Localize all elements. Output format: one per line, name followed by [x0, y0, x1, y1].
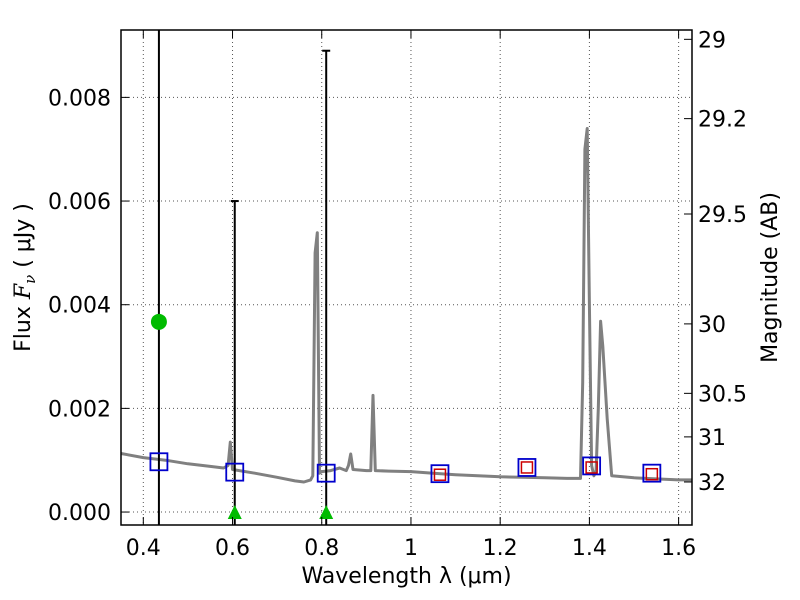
y2-tick-label: 29 [698, 28, 726, 53]
y2-tick-label: 29.5 [698, 203, 747, 228]
model-band-flux-marker [225, 462, 245, 482]
x-tick-label: 1.6 [661, 536, 696, 561]
model-spectrum-line [120, 127, 692, 484]
model-band-flux-marker [642, 463, 662, 483]
x-tick-label: 0.6 [215, 536, 250, 561]
y-axis-label: Flux Fν ( μJy ) [11, 203, 39, 352]
observed-flux-marker [520, 461, 534, 474]
observed-flux-marker [585, 461, 598, 474]
y2-tick-label: 30 [698, 313, 726, 338]
y2-axis-label: Magnitude (AB) [758, 192, 783, 363]
model-band-flux-marker [582, 456, 602, 476]
model-band-flux-marker [430, 464, 450, 484]
y2-tick-label: 32 [698, 471, 726, 496]
model-band-flux-marker [517, 458, 537, 477]
errorbar-layer [157, 30, 331, 525]
model-spectrum-layer [120, 127, 692, 484]
model-band-flux-marker [149, 452, 169, 472]
observed-flux-marker [433, 468, 447, 481]
x-tick-label: 1 [404, 536, 418, 561]
x-tick-label: 1.2 [483, 536, 518, 561]
y2-tick-label: 30.5 [698, 382, 747, 407]
marker-layer [149, 313, 662, 520]
y-tick-label: 0.006 [48, 190, 111, 215]
upper-limit-marker [319, 505, 334, 520]
y-axis-label-text: Flux [11, 299, 36, 352]
x-tick-label: 0.8 [304, 536, 339, 561]
x-axis-label: Wavelength λ (μm) [301, 564, 511, 589]
y-tick-label: 0.002 [48, 397, 111, 422]
x-tick-label: 0.4 [126, 536, 161, 561]
y2-tick-label: 29.2 [698, 108, 747, 133]
detection-point [150, 313, 167, 330]
y-axis-label-symbol: F [11, 283, 36, 300]
observed-flux-marker [645, 467, 659, 481]
x-tick-label: 1.4 [572, 536, 607, 561]
tick-layer: 0.4 0.6 0.8 1 1.2 1.4 1.6 0.000 0.002 0.004 0.006 0… [48, 28, 747, 561]
y-tick-label: 0.004 [48, 294, 111, 319]
y-tick-label: 0.008 [48, 86, 111, 111]
y-axis-label-subscript: ν [21, 275, 39, 284]
y2-tick-label: 31 [698, 426, 726, 451]
y-tick-label: 0.000 [48, 501, 111, 526]
y-axis-label-unit: ( μJy ) [11, 203, 36, 275]
upper-limit-marker [227, 505, 242, 520]
model-band-flux-marker [316, 463, 336, 483]
grid [121, 30, 692, 525]
plot-frame [120, 29, 693, 526]
